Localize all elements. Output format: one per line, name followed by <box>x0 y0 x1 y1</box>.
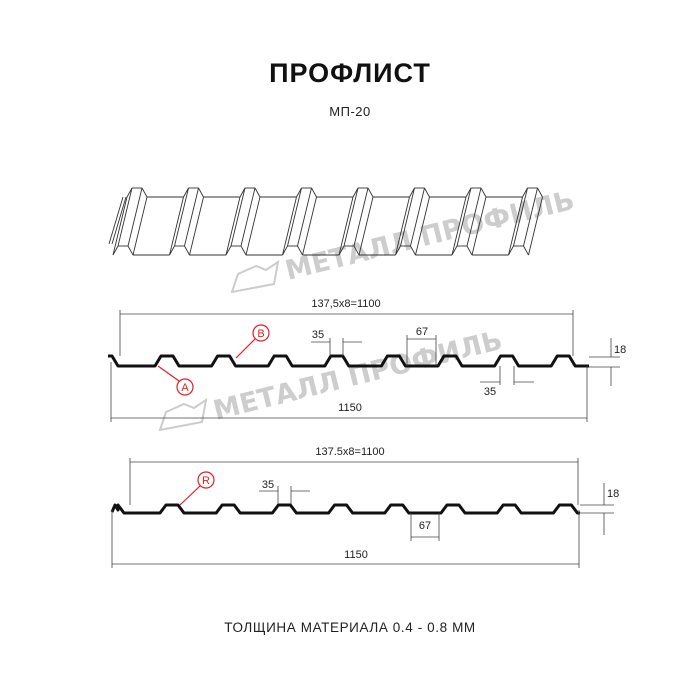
sheet-edge <box>395 245 401 256</box>
pitch-label: 137.5x8=1100 <box>315 446 384 458</box>
sheet-edge <box>528 196 543 256</box>
sheet-edge <box>508 196 523 256</box>
sheet-edge <box>466 187 482 247</box>
sheet-edge <box>141 187 148 198</box>
sheet-edge <box>466 245 473 256</box>
sheet-edge <box>465 187 472 198</box>
sheet-edge <box>409 187 415 198</box>
marker-b <box>252 324 270 342</box>
sheet-edge <box>523 187 538 247</box>
sheet-edge <box>338 245 345 256</box>
sheet-edge <box>311 187 317 198</box>
sheet-edge <box>117 187 133 247</box>
sheet-edge <box>254 187 261 198</box>
profile-2: 137.5x8=1100 1150 35 67 18 R <box>110 446 619 568</box>
profile-1-outline <box>108 354 589 368</box>
sheet-edge <box>174 187 189 247</box>
sheet-edge <box>184 245 190 256</box>
sheet-edge <box>112 196 128 256</box>
marker-a-label: A <box>181 382 189 394</box>
sheet-edge <box>395 196 410 256</box>
marker-r-label: R <box>202 475 210 487</box>
sheet-edge <box>239 187 246 198</box>
sheet-edge <box>225 245 232 256</box>
sheet-edge <box>367 187 374 198</box>
sheet-edge <box>169 196 184 256</box>
total-width-label: 1150 <box>338 402 362 414</box>
height-label: 18 <box>614 344 626 356</box>
sheet-3d-view <box>108 187 543 256</box>
rib-width-label: 67 <box>416 326 428 338</box>
model-subtitle: МП-20 <box>329 104 371 119</box>
trough-width-label: 35 <box>484 386 496 398</box>
sheet-edge <box>451 196 467 256</box>
sheet-edge <box>480 187 487 198</box>
sheet-edge <box>513 187 528 247</box>
sheet-edge <box>230 187 246 247</box>
sheet-edge <box>297 245 303 256</box>
sheet-edge <box>338 196 354 256</box>
height-label: 18 <box>607 488 619 500</box>
sheet-edge <box>471 196 487 256</box>
sheet-edge <box>126 187 133 198</box>
sheet-edge <box>282 245 288 256</box>
sheet-edge <box>508 245 514 256</box>
sheet-edge <box>343 187 359 247</box>
page-title: ПРОФЛИСТ <box>269 58 431 88</box>
profile-1: 137,5x8=1100 1150 35 67 35 18 B A <box>108 298 626 422</box>
sheet-edge <box>297 187 312 247</box>
sheet-edge <box>352 187 359 198</box>
watermark-logo-icon <box>230 259 280 294</box>
sheet-edge <box>198 187 204 198</box>
sheet-edge <box>537 187 543 198</box>
marker-b-label: B <box>257 328 264 340</box>
sheet-edge <box>410 187 425 247</box>
sheet-edge <box>358 196 374 256</box>
sheet-edge <box>451 245 458 256</box>
sheet-edge <box>127 245 134 256</box>
sheet-edge <box>112 245 119 256</box>
sheet-edge <box>456 187 472 247</box>
crest-width-label: 35 <box>262 479 274 491</box>
sheet-edge <box>282 196 297 256</box>
sheet-edge <box>287 187 302 247</box>
sheet-edge <box>400 187 415 247</box>
crest-width-label: 35 <box>312 329 324 341</box>
sheet-edge <box>296 187 302 198</box>
total-width-label: 1150 <box>344 549 368 561</box>
marker-r <box>197 471 215 489</box>
sheet-edge <box>169 245 175 256</box>
sheet-edge <box>302 196 317 256</box>
sheet-edge <box>225 196 241 256</box>
marker-a <box>176 378 194 396</box>
sheet-edge <box>240 187 256 247</box>
sheet-edge <box>240 245 247 256</box>
sheet-edge <box>111 196 127 245</box>
sheet-edge <box>189 196 204 256</box>
profile-2-outline <box>110 503 580 515</box>
sheet-edge <box>353 245 360 256</box>
sheet-edge <box>353 187 369 247</box>
watermark-bottom: МЕТАЛЛ ПРОФИЛЬ <box>158 325 505 432</box>
sheet-edge <box>410 245 416 256</box>
watermark-logo-icon <box>158 397 208 432</box>
material-thickness: ТОЛЩИНА МАТЕРИАЛА 0.4 - 0.8 ММ <box>224 620 476 635</box>
sheet-edge <box>424 187 430 198</box>
rib-width-label: 67 <box>419 520 431 532</box>
sheet-edge <box>183 187 189 198</box>
sheet-edge <box>184 187 199 247</box>
sheet-edge <box>523 245 529 256</box>
sheet-edge <box>127 187 143 247</box>
sheet-edge <box>415 196 430 256</box>
sheet-edge <box>108 196 124 245</box>
sheet-edge <box>522 187 528 198</box>
pitch-label: 137,5x8=1100 <box>311 298 380 310</box>
sheet-edge <box>132 196 148 256</box>
sheet-edge <box>245 196 261 256</box>
